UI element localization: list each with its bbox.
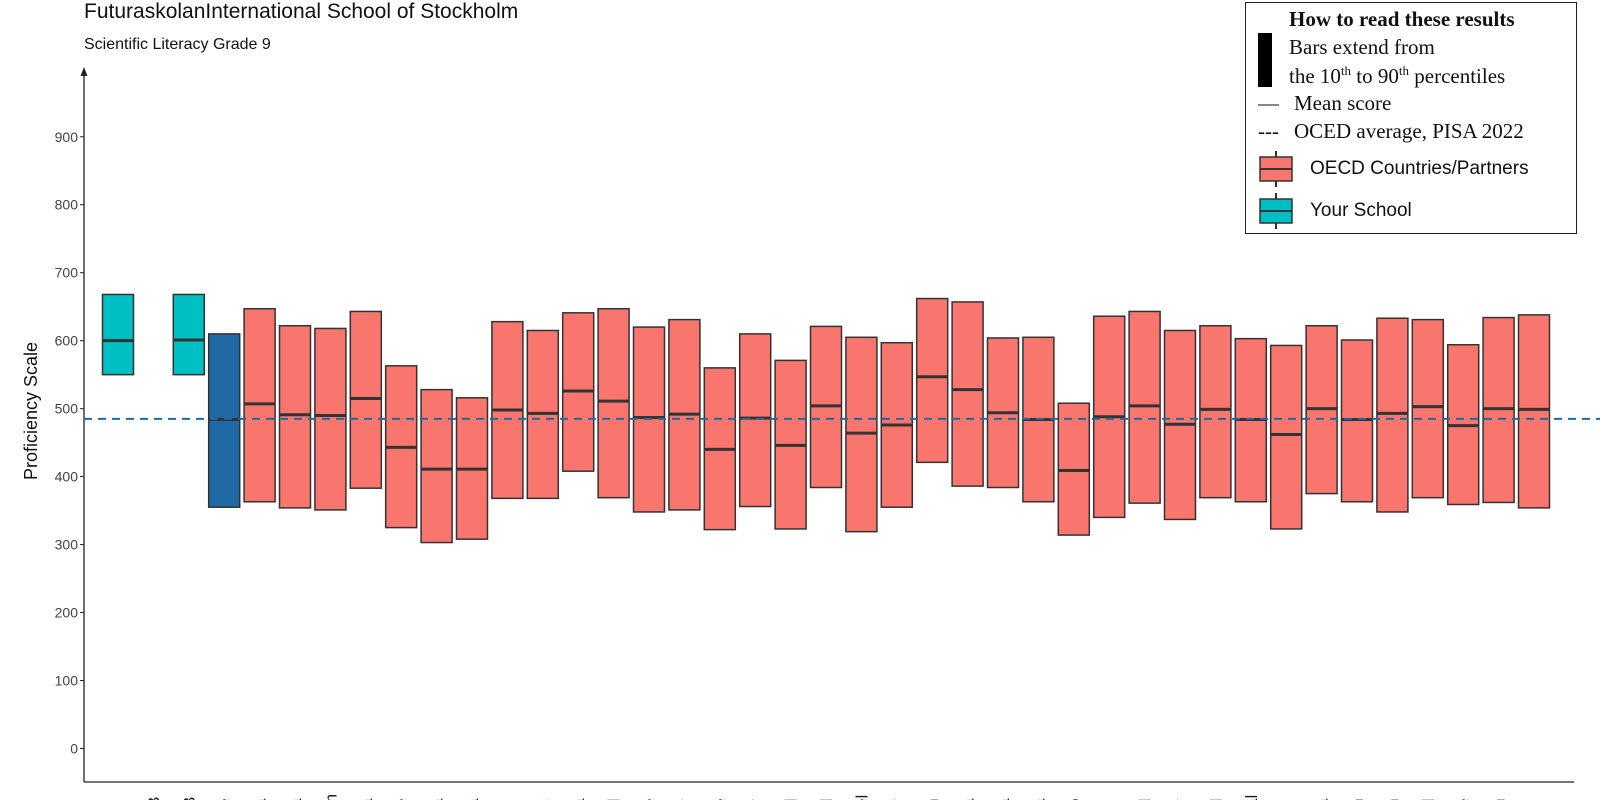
y-tick-label: 600 [55,333,79,349]
x-tick-label: n [923,799,942,800]
school-box [101,293,135,376]
legend-mean-symbol: — [1258,91,1279,115]
x-tick-label: d [605,799,624,800]
y-tick-label: 400 [55,469,79,485]
oecd-box [278,324,312,509]
x-tick-label: e [711,799,730,800]
x-tick-label: n [1348,799,1367,800]
x-tick-label: a [428,798,447,800]
x-tick-label: e [640,799,659,800]
oecd-box [420,388,453,544]
x-tick-label: o [1065,799,1084,800]
legend-bars-line1: Bars extend from [1289,35,1435,59]
x-tick-label: a [959,798,978,800]
x-tick-label: a [357,798,376,800]
chart-title: FuturaskolanInternational School of Stoc… [84,0,519,23]
x-tick-label: B [144,797,163,800]
legend-item-oecd: OECD Countries/Partners [1310,158,1529,179]
x-tick-label: a [994,798,1013,800]
oecd-box [915,297,949,464]
x-tick-label: a [286,798,305,800]
legend-oecd-avg-label: OCED average, PISA 2022 [1294,119,1524,143]
x-tick-label: a [1313,798,1332,800]
school-box [172,293,206,376]
legend-school-key [1259,193,1293,229]
oecd-box [1411,318,1445,499]
legend-item-school: Your School [1310,200,1412,221]
y-tick-label: 500 [55,401,79,417]
y-tick-label: 700 [55,265,79,281]
y-tick-label: 900 [55,129,79,145]
boxes [101,293,1551,544]
legend-heading: How to read these results [1289,7,1515,31]
x-tick-label: d [817,799,836,800]
x-tick-label: a [1029,798,1048,800]
oecd-box [738,333,772,508]
x-tick-label: d [1136,799,1155,800]
x-tick-label: d [1206,799,1225,800]
y-ticks: 0 100 200 300 400 500 600 700 800 900 [55,129,84,757]
oecd-box [951,301,984,487]
x-tick-label: e [392,799,411,800]
x-tick-label: e [215,799,234,800]
x-tick-label: n [1490,799,1509,800]
y-tick-label: 100 [55,673,79,689]
legend-bar-swatch [1258,33,1272,87]
x-tick-label: m [321,794,340,800]
category-labels: sBBeaamaeaackadeyeyddelynaaaosdydalcannd… [109,794,1544,800]
legend-mean-label: Mean score [1294,91,1392,115]
legend-bars-line2: the 10th to 90th percentiles [1289,63,1506,88]
oecd-box [1517,314,1551,509]
y-tick-label: 200 [55,605,79,621]
legend-oecd-key [1259,151,1293,187]
oecd-box [1199,324,1232,499]
x-tick-label: e [1454,799,1473,800]
x-tick-label: al [1242,795,1261,800]
legend-dash-symbol: --- [1258,119,1279,143]
oecd-box [597,307,630,499]
chart-subtitle: Scientific Literacy Grade 9 [84,36,271,53]
y-tick-label: 0 [70,741,78,757]
x-tick-label: el [852,795,871,800]
y-axis-arrow [80,67,88,76]
x-tick-label: B [180,797,199,800]
x-tick-label: a [463,798,482,800]
y-tick-label: 800 [55,197,79,213]
x-tick-label: n [1383,799,1402,800]
y-axis-title: Proficiency Scale [21,342,41,480]
x-tick-label: d [782,799,801,800]
oecd-box [1376,317,1409,513]
y-tick-label: 300 [55,537,79,553]
legend: How to read these results Bars extend fr… [1245,2,1577,234]
x-tick-label: d [1419,799,1438,800]
x-tick-label: a [251,798,270,800]
oecd-box [1269,344,1303,530]
x-tick-label: a [569,798,588,800]
